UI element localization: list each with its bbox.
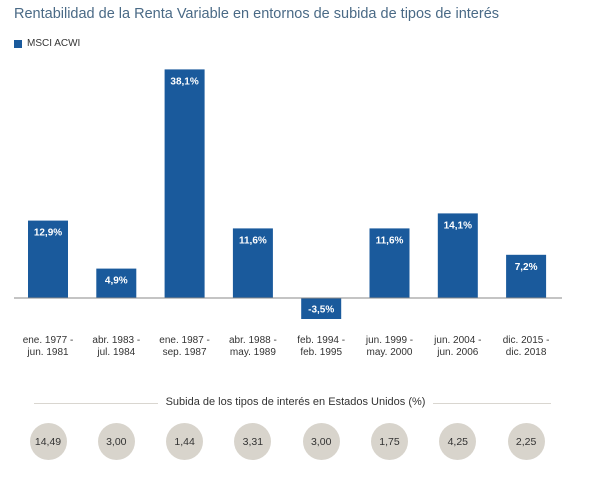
chart-title: Rentabilidad de la Renta Variable en ent… [14, 6, 500, 22]
bar-chart: 12,9% 4,9% 38,1% 11,6% -3,5% 11,6% 14,1% 7,2% e… [14, 69, 562, 358]
x-tick-label-2-0: ene. 1987 - [159, 335, 210, 346]
bar-2 [164, 69, 205, 299]
bar-5 [369, 228, 410, 298]
bar-4 [301, 298, 342, 319]
rate-bubble-6: 4,25 [439, 423, 477, 460]
x-tick-label-7-0: dic. 2015 - [503, 335, 550, 346]
x-tick-label-3-0: abr. 1988 - [229, 335, 277, 346]
bar-0 [28, 220, 68, 298]
x-tick-label-6-1: jun. 2006 [436, 347, 479, 358]
x-tick-label-0-0: ene. 1977 - [23, 335, 74, 346]
x-tick-label-4-1: feb. 1995 [300, 347, 342, 358]
rate-bubble-3: 3,31 [234, 423, 272, 460]
x-tick-label-3-1: may. 1989 [230, 347, 276, 358]
data-label-2: 38,1% [170, 76, 198, 87]
rate-bubble-4: 3,00 [302, 423, 340, 460]
x-tick-label-5-0: jun. 1999 - [365, 335, 413, 346]
data-label-0: 12,9% [34, 228, 62, 239]
data-label-1: 4,9% [105, 276, 128, 287]
data-label-4: -3,5% [308, 305, 334, 316]
data-label-5: 11,6% [376, 235, 404, 246]
bar-3 [232, 228, 273, 298]
data-label-3: 11,6% [239, 235, 267, 246]
x-tick-label-4-0: feb. 1994 - [297, 335, 345, 346]
rate-bubble-5: 1,75 [371, 423, 408, 460]
bar-6 [437, 213, 478, 298]
legend-label: MSCI ACWI [27, 38, 81, 49]
rate-bubble-1: 3,00 [97, 423, 135, 460]
x-tick-label-7-1: dic. 2018 [506, 347, 547, 358]
x-tick-label-2-1: sep. 1987 [163, 347, 207, 358]
rate-bubble-0: 14,49 [29, 423, 67, 460]
rates-title: Subida de los tipos de interés en Estado… [0, 396, 591, 408]
rate-bubble-2: 1,44 [166, 423, 204, 460]
data-label-7: 7,2% [515, 262, 538, 273]
legend: MSCI ACWI [14, 38, 80, 49]
x-tick-label-5-1: may. 2000 [367, 347, 413, 358]
bar-1 [96, 268, 137, 298]
bar-7 [506, 254, 547, 298]
legend-swatch [14, 39, 22, 48]
data-label-6: 14,1% [444, 220, 472, 231]
x-tick-label-0-1: jun. 1981 [26, 347, 69, 358]
rate-bubble-7: 2,25 [507, 423, 545, 460]
x-tick-label-6-0: jun. 2004 - [433, 335, 481, 346]
x-tick-label-1-0: abr. 1983 - [92, 335, 140, 346]
x-tick-label-1-1: jul. 1984 [96, 347, 135, 358]
